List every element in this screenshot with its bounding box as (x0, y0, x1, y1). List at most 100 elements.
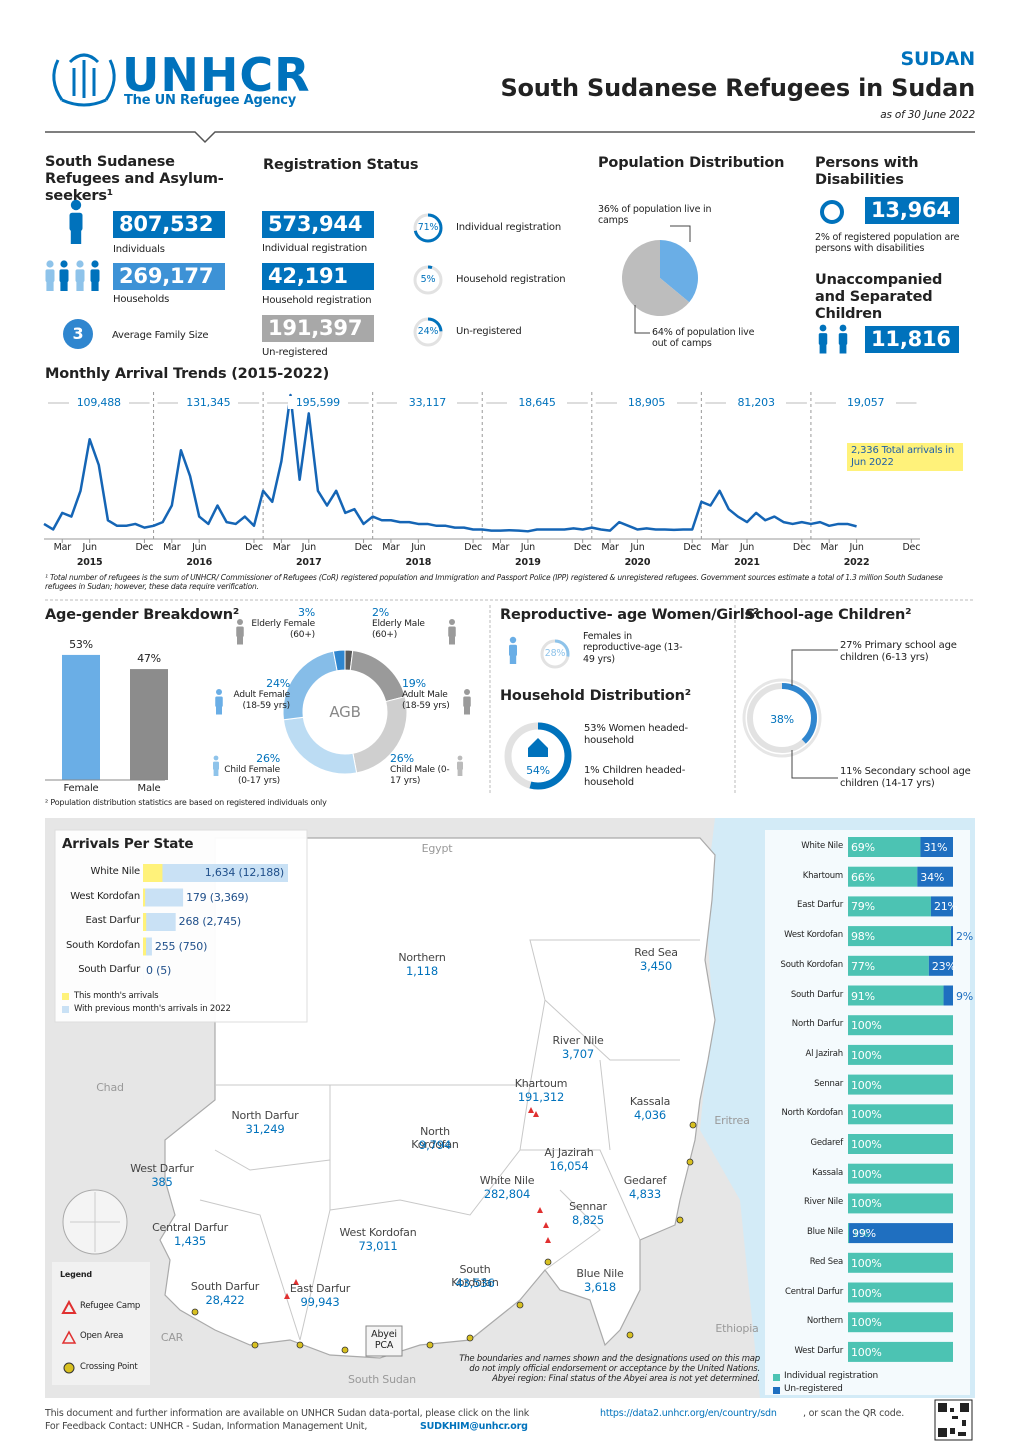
person-icon (216, 705, 222, 715)
bar-label: Female (63, 783, 99, 794)
country: SUDAN (900, 48, 976, 70)
person-icon (213, 768, 219, 776)
year-label: 2022 (843, 557, 870, 568)
arrival-label: 268 (2,745) (178, 915, 242, 928)
footnote: ¹ Total number of refugees is the sum of… (45, 573, 943, 591)
ring-label: 38% (770, 713, 794, 726)
x-tick-label: Dec (792, 542, 811, 553)
bar-label: 79% (851, 900, 875, 914)
state-value: 4,036 (634, 1108, 666, 1122)
bar-cumulative (143, 864, 288, 882)
x-tick-label: Jun (739, 542, 755, 553)
section-title: School-age Children² (745, 607, 912, 623)
abyei-box (365, 1325, 403, 1357)
footer-text: This document and further information ar… (45, 1408, 530, 1419)
section-title: Monthly Arrival Trends (2015-2022) (45, 366, 330, 382)
x-tick-label: Jun (192, 542, 207, 553)
segment-label: Child Male (0-17 yrs) (390, 765, 450, 786)
segment-value: 3% (297, 606, 315, 619)
bar-individual (848, 1074, 953, 1095)
percent-label: 71% (417, 222, 439, 233)
stat-label: Household registration (262, 295, 372, 306)
bar-unregistered (920, 837, 953, 857)
arrival-label: 1,634 (12,188) (204, 866, 284, 879)
logo-tagline: The UN Refugee Agency (124, 93, 297, 108)
country-label: CAR (160, 1331, 184, 1344)
bar-label: 21% (933, 900, 958, 914)
person-icon (457, 755, 463, 761)
percent-label: 24% (417, 326, 439, 337)
crossing-marker (544, 1258, 552, 1266)
person-icon (449, 619, 455, 625)
state-name: East Darfur (797, 900, 843, 911)
bar-label: 69% (851, 841, 875, 854)
state-value: 385 (151, 1175, 173, 1189)
state-value: 1,435 (174, 1234, 206, 1248)
stat-box: 13,964 (865, 197, 959, 225)
state-name: Central Darfur (152, 1221, 228, 1234)
state-value: 73,011 (358, 1239, 398, 1253)
x-tick-label: Dec (902, 542, 921, 553)
x-tick-label: Dec (464, 542, 482, 553)
arrivals-panel (54, 829, 308, 1023)
bar-value: 47% (137, 652, 161, 666)
bar-cumulative (143, 937, 152, 956)
leader-line (634, 305, 650, 334)
bar-label: 91% (851, 989, 875, 1003)
period-total: 33,117 (397, 396, 458, 410)
crossing-marker (676, 1216, 684, 1224)
state-name: Northern (398, 951, 446, 964)
person-icon (463, 696, 471, 707)
abyei-label: Abyei PCA (371, 1329, 397, 1352)
footer-email[interactable]: SUDKHIM@unhcr.org (420, 1421, 528, 1432)
bar-label: Male (137, 783, 161, 794)
state-name: River Nile (552, 1034, 604, 1047)
legend-label: Un-registered (784, 1384, 843, 1394)
crossing-marker (686, 1158, 694, 1166)
state-value: 1,118 (406, 964, 438, 978)
bar-label: 31% (923, 841, 948, 854)
bar-label: 98% (851, 930, 875, 944)
footer-link[interactable]: https://data2.unhcr.org/en/country/sdn (600, 1408, 777, 1419)
arrival-line (43, 393, 857, 533)
legend-swatch (773, 1387, 780, 1394)
ring-outer (742, 678, 822, 758)
state-name: North Darfur (791, 1019, 843, 1030)
state-value: 282,804 (483, 1187, 531, 1201)
arrival-note: 2,336 Total arrivals in Jun 2022 (847, 443, 963, 471)
date: as of 30 June 2022 (880, 109, 975, 121)
state-name: Al Jazirah (805, 1048, 843, 1059)
state-name: Khartoum (802, 870, 843, 881)
state-name: Kassala (629, 1095, 671, 1108)
ring-note: 11% Secondary school age children (14-17… (840, 766, 971, 789)
ring-note: 53% Women headed-household (584, 723, 688, 746)
ring-label: 28% (544, 648, 566, 659)
ring-note: 1% Children headed-household (584, 765, 686, 788)
ring-arc (504, 722, 572, 790)
person-icon (76, 280, 84, 291)
state-name: White Nile (90, 866, 141, 877)
state-name: South Kordofan (451, 1263, 499, 1290)
bar-month (143, 888, 146, 907)
family-size-circle (63, 319, 93, 349)
section-title: Age-gender Breakdown² (45, 607, 240, 623)
bar-label: 34% (920, 870, 945, 884)
bar-label: 66% (851, 870, 875, 884)
person-icon (215, 696, 223, 707)
period-total: 109,488 (68, 396, 129, 410)
bar-label: 99% (852, 1227, 876, 1241)
bar-individual (848, 837, 921, 857)
bar (130, 669, 168, 780)
state-name: North Kordofan (781, 1108, 843, 1119)
state-name: White Nile (801, 841, 843, 851)
legend-title: Legend (60, 1270, 92, 1279)
camp-icon (61, 1299, 77, 1314)
state-value: 191,312 (517, 1090, 565, 1104)
state-name: South Kordofan (65, 939, 140, 951)
state-name: North Darfur (231, 1109, 299, 1122)
period-total: 131,345 (178, 396, 239, 410)
person-icon (457, 761, 463, 770)
person-icon (213, 761, 219, 770)
x-tick-label: Jun (630, 542, 645, 553)
